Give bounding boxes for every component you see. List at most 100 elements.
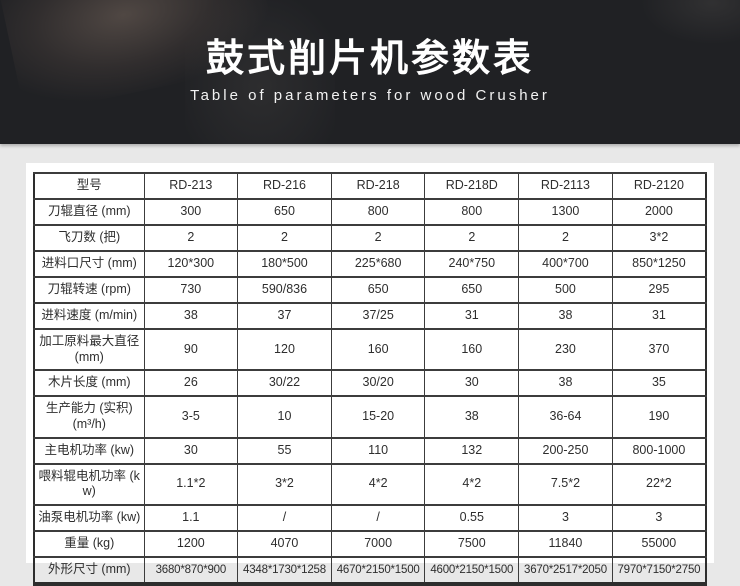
table-row: 生产能力 (实积) (m³/h) 3-5 10 15-20 38 36-64 190 <box>33 395 707 439</box>
row-label: 主电机功率 (kw) <box>33 436 145 465</box>
value-cell: 3*2 <box>611 224 707 252</box>
value-cell: 22*2 <box>611 462 707 506</box>
value-cell: 160 <box>424 327 520 372</box>
value-cell: 11840 <box>518 529 613 558</box>
value-cell: 2 <box>424 224 520 252</box>
value-cell: 31 <box>424 302 520 330</box>
table-row: 刀辊转速 (rpm) 730 590/836 650 650 500 295 <box>33 276 707 304</box>
value-cell: 190 <box>611 395 707 439</box>
value-cell: 31 <box>611 302 707 330</box>
value-cell: 240*750 <box>424 250 520 278</box>
value-cell: 120 <box>237 327 332 372</box>
value-cell: 38 <box>143 302 239 330</box>
page-title: 鼓式削片机参数表 <box>205 38 534 80</box>
value-cell: 30/22 <box>237 369 332 398</box>
value-cell: 15-20 <box>330 395 426 439</box>
value-cell: 2 <box>237 224 332 252</box>
value-cell: 37/25 <box>330 302 426 330</box>
value-cell: 160 <box>330 327 426 372</box>
value-cell: 90 <box>143 327 239 372</box>
table-row: 主电机功率 (kw) 30 55 110 132 200-250 800-1000 <box>33 436 707 465</box>
value-cell: 400*700 <box>518 250 613 278</box>
header-row: 型号 RD-213 RD-216 RD-218 RD-218D RD-2113 RD-212… <box>33 172 707 200</box>
value-cell: 225*680 <box>330 250 426 278</box>
value-cell: 7000 <box>330 529 426 558</box>
table-row: 木片长度 (mm) 26 30/22 30/20 30 38 35 <box>33 369 707 398</box>
value-cell: 800 <box>424 198 520 226</box>
value-cell: 26 <box>143 369 239 398</box>
table-row: 喂料辊电机功率 (kw) 1.1*2 3*2 4*2 4*2 7.5*2 22*2 <box>33 462 707 506</box>
value-cell: 132 <box>424 436 520 465</box>
row-label: 刀辊转速 (rpm) <box>33 276 145 304</box>
value-cell: 35 <box>611 369 707 398</box>
value-cell: 650 <box>424 276 520 304</box>
value-cell: 55000 <box>611 529 707 558</box>
value-cell: 4600*2150*1500 <box>424 555 520 585</box>
table-head: 型号 RD-213 RD-216 RD-218 RD-218D RD-2113 RD-212… <box>33 172 707 200</box>
value-cell: 230 <box>518 327 613 372</box>
value-cell: 850*1250 <box>611 250 707 278</box>
value-cell: 800 <box>330 198 426 226</box>
value-cell: 1300 <box>518 198 613 226</box>
value-cell: 2 <box>518 224 613 252</box>
value-cell: 38 <box>518 302 613 330</box>
value-cell: 38 <box>518 369 613 398</box>
value-cell: 37 <box>237 302 332 330</box>
value-cell: 3 <box>518 503 613 532</box>
value-cell: 30 <box>424 369 520 398</box>
model-header-cell: 型号 <box>33 172 145 200</box>
row-label: 飞刀数 (把) <box>33 224 145 252</box>
table-body: 刀辊直径 (mm) 300 650 800 800 1300 2000 飞刀数 (把) 2 2 2 2… <box>33 198 707 585</box>
header-background-highlight <box>640 0 740 45</box>
row-label: 刀辊直径 (mm) <box>33 198 145 226</box>
parameters-table: 型号 RD-213 RD-216 RD-218 RD-218D RD-2113 RD-212… <box>33 172 707 586</box>
row-label: 生产能力 (实积) (m³/h) <box>33 395 145 439</box>
column-header: RD-213 <box>143 172 239 200</box>
value-cell: 2000 <box>611 198 707 226</box>
value-cell: 110 <box>330 436 426 465</box>
column-header: RD-216 <box>237 172 332 200</box>
value-cell: 1.1 <box>143 503 239 532</box>
column-header: RD-2120 <box>611 172 707 200</box>
value-cell: / <box>330 503 426 532</box>
value-cell: 7500 <box>424 529 520 558</box>
column-header: RD-218 <box>330 172 426 200</box>
value-cell: 38 <box>424 395 520 439</box>
value-cell: 1200 <box>143 529 239 558</box>
value-cell: 30 <box>143 436 239 465</box>
table-row: 飞刀数 (把) 2 2 2 2 2 3*2 <box>33 224 707 252</box>
page-header: 鼓式削片机参数表 Table of parameters for wood Cr… <box>0 0 740 144</box>
row-label: 重量 (kg) <box>33 529 145 558</box>
value-cell: 300 <box>143 198 239 226</box>
table-row: 加工原料最大直径 (mm) 90 120 160 160 230 370 <box>33 327 707 372</box>
value-cell: 200-250 <box>518 436 613 465</box>
table-row: 外形尺寸 (mm) 3680*870*900 4348*1730*1258 4670*… <box>33 555 707 585</box>
table-row: 重量 (kg) 1200 4070 7000 7500 11840 55000 <box>33 529 707 558</box>
value-cell: 3 <box>611 503 707 532</box>
table-row: 进料速度 (m/min) 38 37 37/25 31 38 31 <box>33 302 707 330</box>
value-cell: 1.1*2 <box>143 462 239 506</box>
value-cell: 295 <box>611 276 707 304</box>
value-cell: 800-1000 <box>611 436 707 465</box>
row-label: 喂料辊电机功率 (kw) <box>33 462 145 506</box>
content-card: 型号 RD-213 RD-216 RD-218 RD-218D RD-2113 RD-212… <box>26 163 714 586</box>
value-cell: 2 <box>330 224 426 252</box>
value-cell: 10 <box>237 395 332 439</box>
value-cell: 4*2 <box>330 462 426 506</box>
table-row: 进料口尺寸 (mm) 120*300 180*500 225*680 240*750 40… <box>33 250 707 278</box>
value-cell: 3-5 <box>143 395 239 439</box>
value-cell: 3670*2517*2050 <box>518 555 613 585</box>
value-cell: 36-64 <box>518 395 613 439</box>
value-cell: 0.55 <box>424 503 520 532</box>
value-cell: 4*2 <box>424 462 520 506</box>
value-cell: 4348*1730*1258 <box>237 555 332 585</box>
row-label: 进料速度 (m/min) <box>33 302 145 330</box>
value-cell: 4670*2150*1500 <box>330 555 426 585</box>
table-row: 刀辊直径 (mm) 300 650 800 800 1300 2000 <box>33 198 707 226</box>
value-cell: 500 <box>518 276 613 304</box>
row-label: 外形尺寸 (mm) <box>33 555 145 585</box>
header-background-sculpture-image <box>185 0 335 144</box>
row-label: 木片长度 (mm) <box>33 369 145 398</box>
value-cell: 30/20 <box>330 369 426 398</box>
row-label: 加工原料最大直径 (mm) <box>33 327 145 372</box>
